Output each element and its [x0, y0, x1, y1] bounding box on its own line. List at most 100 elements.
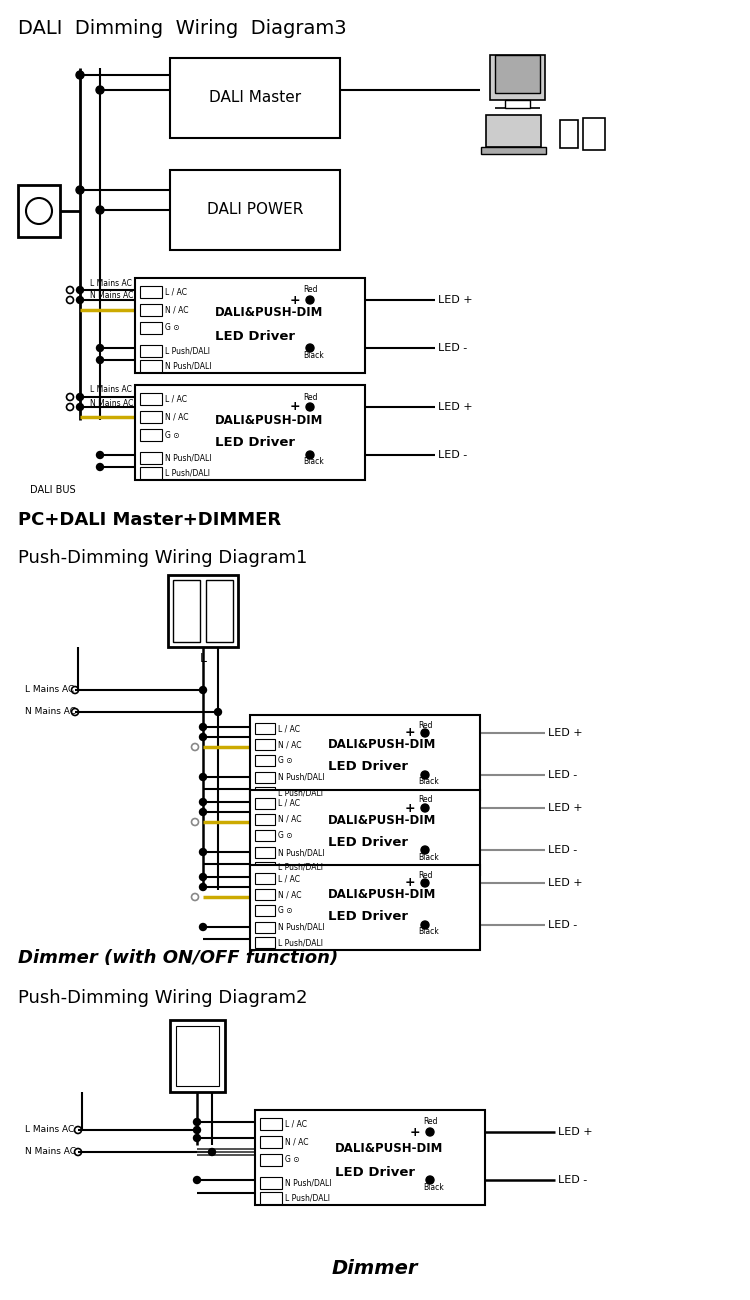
Text: L Push/DALI: L Push/DALI	[285, 1193, 330, 1202]
Circle shape	[200, 809, 206, 815]
Text: Red: Red	[303, 393, 317, 402]
Bar	[140, 411, 162, 422]
Text: +: +	[405, 727, 416, 740]
Text: N Mains AC: N Mains AC	[90, 399, 134, 407]
Text: L / AC: L / AC	[165, 287, 187, 296]
Text: L Mains AC: L Mains AC	[90, 278, 132, 287]
Bar	[250, 715, 480, 800]
Text: +: +	[410, 1126, 421, 1139]
Bar	[170, 1020, 225, 1092]
Circle shape	[426, 1176, 434, 1184]
Circle shape	[214, 708, 221, 715]
Bar	[255, 723, 275, 734]
Text: DALI Master: DALI Master	[209, 91, 301, 105]
Text: DALI POWER: DALI POWER	[207, 203, 303, 217]
Bar	[255, 786, 275, 798]
Text: LED Driver: LED Driver	[328, 910, 408, 923]
Text: L Push/DALI: L Push/DALI	[278, 788, 323, 797]
Bar	[255, 755, 275, 766]
Circle shape	[421, 920, 429, 930]
Text: N / AC: N / AC	[278, 891, 302, 900]
Circle shape	[76, 72, 84, 79]
Text: L Push/DALI: L Push/DALI	[165, 468, 210, 477]
Bar	[170, 58, 340, 138]
Circle shape	[421, 803, 429, 812]
Text: N Mains AC: N Mains AC	[25, 1148, 76, 1157]
Text: L / AC: L / AC	[165, 394, 187, 403]
Bar	[140, 344, 162, 358]
Circle shape	[194, 1127, 200, 1134]
Text: L: L	[200, 653, 206, 666]
Text: DALI  Dimming  Wiring  Diagram3: DALI Dimming Wiring Diagram3	[18, 18, 346, 38]
Bar	[255, 889, 275, 900]
Text: LED Driver: LED Driver	[335, 1166, 415, 1179]
Bar	[140, 429, 162, 441]
Text: LED -: LED -	[438, 343, 467, 354]
Text: Black: Black	[418, 927, 439, 936]
Bar	[505, 100, 530, 108]
Text: +: +	[405, 802, 416, 815]
Circle shape	[200, 724, 206, 731]
Text: N / AC: N / AC	[278, 815, 302, 824]
Text: LED Driver: LED Driver	[215, 329, 295, 342]
Circle shape	[194, 1118, 200, 1126]
Circle shape	[421, 729, 429, 737]
Text: N / AC: N / AC	[165, 306, 188, 315]
Bar	[140, 286, 162, 298]
Text: Black: Black	[423, 1183, 444, 1192]
Text: N Mains AC: N Mains AC	[90, 291, 134, 300]
Text: Black: Black	[418, 777, 439, 786]
Text: G ⊙: G ⊙	[285, 1156, 299, 1165]
Text: PC+DALI Master+DIMMER: PC+DALI Master+DIMMER	[18, 511, 281, 529]
Text: L Mains AC: L Mains AC	[25, 1126, 74, 1135]
Text: LED -: LED -	[548, 845, 578, 855]
Text: +: +	[405, 876, 416, 889]
Circle shape	[200, 733, 206, 741]
Bar	[255, 814, 275, 826]
Bar	[260, 1118, 282, 1130]
Text: Red: Red	[423, 1118, 437, 1127]
Bar	[560, 120, 578, 148]
Text: G ⊙: G ⊙	[278, 906, 292, 915]
Text: G ⊙: G ⊙	[165, 324, 180, 333]
Bar	[135, 385, 365, 480]
Bar	[140, 467, 162, 478]
Text: DALI&PUSH-DIM: DALI&PUSH-DIM	[328, 738, 436, 751]
Bar	[260, 1154, 282, 1166]
Bar	[260, 1136, 282, 1148]
Bar	[140, 393, 162, 406]
Bar	[140, 360, 162, 372]
Bar	[495, 55, 540, 94]
Text: Push-Dimming Wiring Diagram1: Push-Dimming Wiring Diagram1	[18, 549, 307, 567]
Text: DALI&PUSH-DIM: DALI&PUSH-DIM	[328, 888, 436, 901]
Text: LED +: LED +	[548, 878, 583, 888]
Circle shape	[426, 1128, 434, 1136]
Text: N Push/DALI: N Push/DALI	[165, 361, 211, 370]
Text: LED +: LED +	[548, 728, 583, 738]
Text: L Push/DALI: L Push/DALI	[165, 347, 210, 355]
Text: Push-Dimming Wiring Diagram2: Push-Dimming Wiring Diagram2	[18, 989, 307, 1008]
Text: L Mains AC: L Mains AC	[25, 685, 74, 694]
Circle shape	[97, 356, 104, 364]
Circle shape	[421, 846, 429, 854]
Circle shape	[200, 923, 206, 931]
Text: Red: Red	[418, 871, 433, 880]
Text: LED +: LED +	[438, 295, 472, 306]
Bar	[173, 580, 200, 642]
Text: LED Driver: LED Driver	[328, 760, 408, 774]
Text: Black: Black	[418, 853, 439, 862]
Circle shape	[200, 686, 206, 693]
Text: LED +: LED +	[558, 1127, 592, 1138]
Circle shape	[194, 1176, 200, 1183]
Circle shape	[306, 451, 314, 459]
Text: G ⊙: G ⊙	[165, 430, 180, 439]
Bar	[255, 937, 275, 948]
Text: LED Driver: LED Driver	[215, 437, 295, 450]
Circle shape	[76, 296, 83, 303]
Text: N / AC: N / AC	[165, 412, 188, 421]
Circle shape	[76, 186, 84, 194]
Circle shape	[200, 849, 206, 855]
Bar	[583, 118, 605, 150]
Text: N / AC: N / AC	[278, 740, 302, 749]
Circle shape	[96, 86, 104, 94]
